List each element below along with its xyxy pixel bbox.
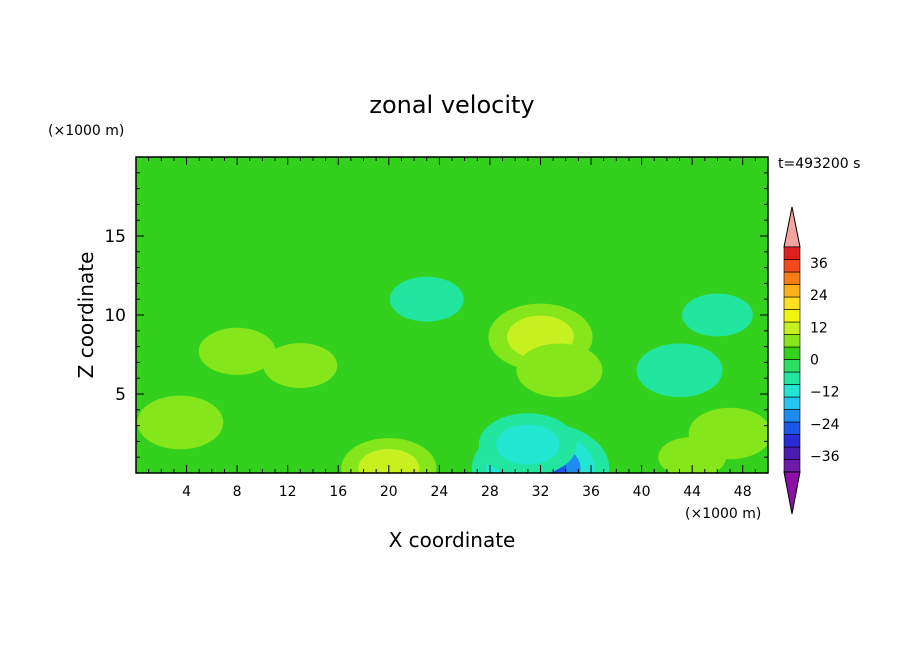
x-tick-label: 36 xyxy=(582,484,600,500)
x-axis: 4 8 12 16 20 24 28 32 36 40 44 48 xyxy=(135,157,769,500)
x-tick-label: 4 xyxy=(182,484,191,500)
colorbar-swatch xyxy=(783,284,801,298)
x-tick-label: 12 xyxy=(279,484,297,500)
colorbar-swatch xyxy=(783,421,801,435)
contour-region xyxy=(496,424,560,465)
chart-title: zonal velocity xyxy=(369,91,534,119)
colorbar-tick-label: −24 xyxy=(810,417,840,433)
x-tick-label: 40 xyxy=(633,484,651,500)
y-axis: 5 10 15 xyxy=(104,156,768,474)
colorbar-over-arrow xyxy=(783,206,801,248)
x-tick-label: 32 xyxy=(532,484,550,500)
contour-region xyxy=(358,448,420,473)
contour-region xyxy=(516,343,603,398)
colorbar-swatch xyxy=(783,371,801,385)
colorbar-swatch xyxy=(783,384,801,398)
colorbar-tick-label: 36 xyxy=(810,256,828,272)
colorbar-tick-label: 24 xyxy=(810,288,828,304)
colorbar-swatch xyxy=(783,334,801,348)
colorbar-swatch xyxy=(783,259,801,273)
colorbar-tick-label: 12 xyxy=(810,320,828,336)
colorbar: 36 24 12 0 −12 −24 −36 xyxy=(783,206,840,515)
contour-region xyxy=(636,343,723,398)
colorbar-swatch xyxy=(783,409,801,423)
colorbar-swatch xyxy=(783,309,801,323)
contour-region xyxy=(263,343,338,388)
x-tick-label: 8 xyxy=(233,484,242,500)
x-unit-label: (×1000 m) xyxy=(685,506,761,522)
colorbar-swatch xyxy=(783,434,801,448)
colorbar-swatch xyxy=(783,321,801,335)
colorbar-tick-label: 0 xyxy=(810,353,819,369)
colorbar-under-arrow xyxy=(783,471,801,515)
y-tick-label: 5 xyxy=(115,385,126,405)
colorbar-tick-label: −12 xyxy=(810,385,840,401)
colorbar-swatch xyxy=(783,271,801,285)
colorbar-tick-label: −36 xyxy=(810,449,840,465)
x-tick-label: 48 xyxy=(734,484,752,500)
contour-region xyxy=(198,327,276,375)
colorbar-swatch xyxy=(783,296,801,310)
contour-region xyxy=(682,293,753,337)
colorbar-swatch xyxy=(783,359,801,373)
x-axis-label: X coordinate xyxy=(389,528,516,552)
colorbar-swatch xyxy=(783,446,801,460)
x-tick-label: 16 xyxy=(329,484,347,500)
x-tick-label: 20 xyxy=(380,484,398,500)
contour-region xyxy=(658,436,727,473)
y-unit-label: (×1000 m) xyxy=(48,123,124,139)
x-tick-label: 28 xyxy=(481,484,499,500)
contour-region xyxy=(137,395,224,450)
colorbar-swatch xyxy=(783,246,801,260)
y-tick-label: 15 xyxy=(104,227,126,247)
y-tick-label: 10 xyxy=(104,306,126,326)
colorbar-swatch xyxy=(783,459,801,473)
colorbar-swatch xyxy=(783,346,801,360)
y-axis-label: Z coordinate xyxy=(74,252,98,379)
plot-area xyxy=(136,157,768,473)
contour-region xyxy=(389,276,464,322)
timestamp-label: t=493200 s xyxy=(778,156,860,172)
x-tick-label: 44 xyxy=(683,484,701,500)
colorbar-swatch xyxy=(783,396,801,410)
x-tick-label: 24 xyxy=(430,484,448,500)
